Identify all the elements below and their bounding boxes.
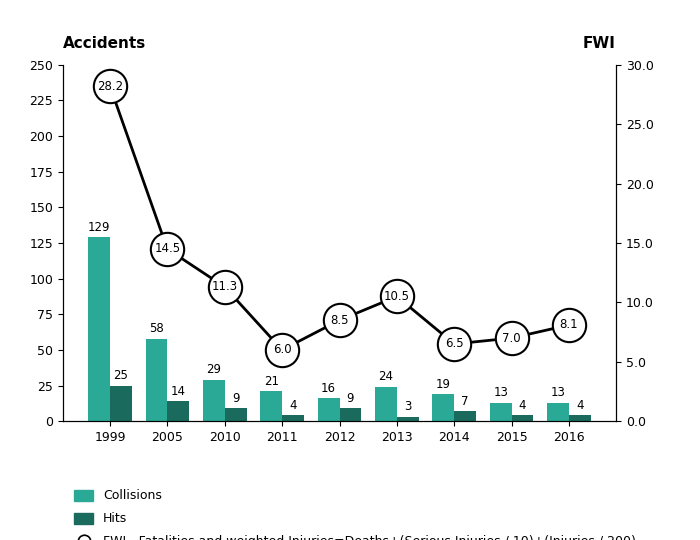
Text: 25: 25: [113, 369, 128, 382]
Text: Accidents: Accidents: [63, 36, 146, 51]
Bar: [146, 339, 167, 421]
Text: 7.0: 7.0: [503, 332, 521, 345]
Text: 6.5: 6.5: [445, 338, 463, 350]
Bar: [490, 403, 512, 421]
Text: 7: 7: [461, 395, 469, 408]
Text: 14: 14: [171, 384, 186, 397]
Bar: [203, 380, 225, 421]
Bar: [397, 417, 419, 421]
Text: 3: 3: [404, 400, 412, 413]
Text: 6.0: 6.0: [273, 343, 291, 356]
Text: 29: 29: [206, 363, 221, 376]
Bar: [547, 403, 569, 421]
Bar: [167, 401, 189, 421]
Text: 9: 9: [346, 392, 354, 405]
Text: 8.5: 8.5: [330, 314, 349, 327]
Text: 58: 58: [149, 322, 164, 335]
Text: 14.5: 14.5: [154, 242, 181, 255]
Text: 16: 16: [321, 382, 336, 395]
Bar: [569, 415, 591, 421]
Bar: [318, 399, 340, 421]
Text: 8.1: 8.1: [560, 319, 578, 332]
Bar: [433, 394, 454, 421]
Text: 10.5: 10.5: [384, 290, 410, 303]
Legend: Collisions, Hits, FWI - Fatalities and weighted Injuries=Deaths+(Serious Injurie: Collisions, Hits, FWI - Fatalities and w…: [69, 484, 641, 540]
Bar: [110, 386, 132, 421]
Bar: [454, 411, 476, 421]
Text: 4: 4: [519, 399, 526, 412]
Bar: [88, 237, 110, 421]
Bar: [512, 415, 533, 421]
Bar: [282, 415, 304, 421]
Text: 28.2: 28.2: [97, 80, 123, 93]
Text: 19: 19: [436, 377, 451, 390]
Bar: [340, 408, 361, 421]
Text: FWI: FWI: [583, 36, 616, 51]
Text: 24: 24: [379, 370, 393, 383]
Bar: [225, 408, 246, 421]
Text: 11.3: 11.3: [211, 280, 238, 293]
Text: 129: 129: [88, 221, 111, 234]
Text: 21: 21: [264, 375, 279, 388]
Text: 13: 13: [494, 386, 508, 399]
Text: 4: 4: [289, 399, 297, 412]
Bar: [260, 392, 282, 421]
Text: 13: 13: [551, 386, 566, 399]
Bar: [375, 387, 397, 421]
Text: 9: 9: [232, 392, 239, 405]
Text: 4: 4: [576, 399, 584, 412]
